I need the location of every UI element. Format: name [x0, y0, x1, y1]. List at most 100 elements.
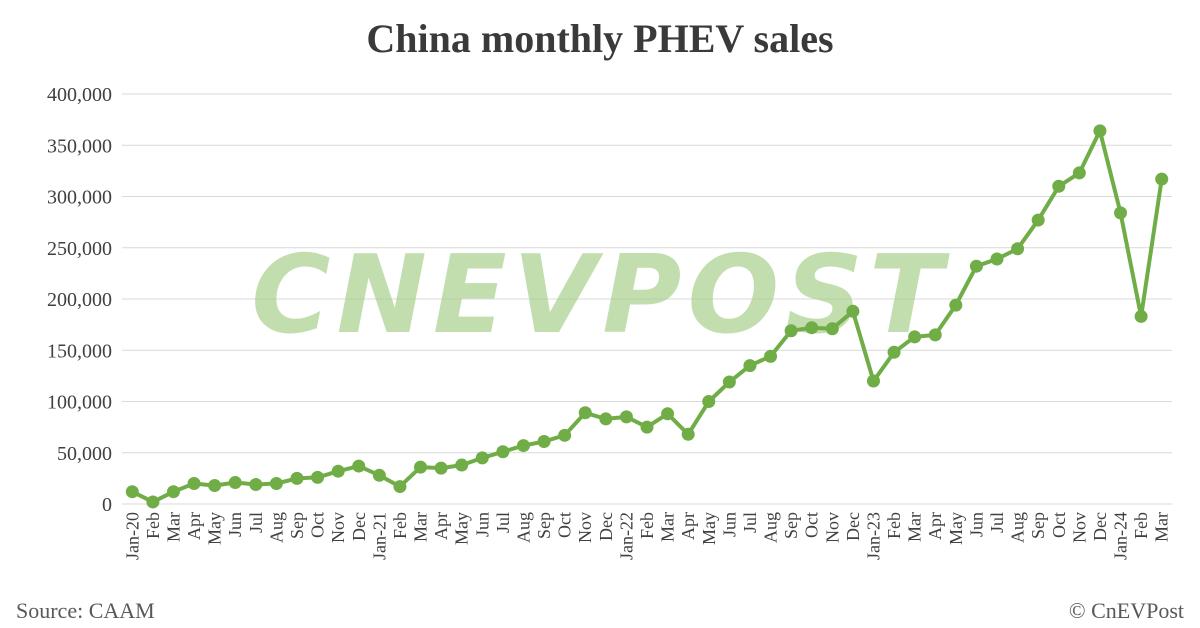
x-tick-label: Mar	[411, 512, 431, 542]
data-point	[969, 259, 983, 273]
y-tick-label: 100,000	[47, 392, 112, 414]
data-point	[908, 330, 922, 344]
gridlines	[122, 93, 1172, 505]
y-tick-label: 0	[102, 494, 112, 516]
data-point	[1072, 166, 1086, 180]
x-tick-label: Mar	[905, 512, 925, 542]
x-tick-label: Mar	[163, 512, 183, 542]
x-tick-label: Nov	[1069, 512, 1089, 543]
watermark-logo: CNEVPOST	[251, 233, 950, 358]
x-tick-label: Oct	[308, 512, 328, 538]
x-tick-label: Jun	[719, 512, 739, 537]
data-point	[393, 480, 407, 494]
x-tick-label: Feb	[390, 512, 410, 539]
data-point	[619, 410, 633, 424]
series-phev-sales	[125, 124, 1169, 509]
data-point	[640, 420, 654, 434]
data-point	[1134, 309, 1148, 323]
x-tick-label: Jan-24	[1111, 512, 1131, 560]
data-point	[455, 458, 469, 472]
x-tick-label: May	[946, 512, 966, 545]
x-tick-label: May	[205, 512, 225, 545]
x-tick-label: Jan-23	[863, 512, 883, 560]
x-tick-label: Sep	[781, 512, 801, 539]
data-point	[825, 322, 839, 336]
data-point	[702, 395, 716, 408]
copyright-note: © CnEVPost	[1069, 598, 1184, 623]
chart-title: China monthly PHEV sales	[366, 16, 833, 61]
x-tick-label: Mar	[658, 512, 678, 542]
x-tick-label: May	[699, 512, 719, 545]
x-tick-label: Jun	[472, 512, 492, 537]
data-point	[414, 460, 428, 474]
data-point	[928, 328, 942, 342]
data-point	[352, 459, 366, 473]
x-tick-label: Apr	[184, 512, 204, 540]
x-tick-label: Nov	[822, 512, 842, 543]
x-tick-label: Sep	[534, 512, 554, 539]
data-point	[290, 471, 304, 485]
data-point	[249, 478, 263, 492]
x-tick-label: Jun	[225, 512, 245, 537]
data-point	[743, 359, 757, 373]
data-point	[1031, 213, 1045, 227]
data-point	[269, 477, 283, 490]
data-point	[166, 485, 180, 499]
data-point	[228, 475, 242, 489]
x-tick-label: Nov	[328, 512, 348, 543]
data-point	[516, 439, 530, 453]
x-tick-label: Feb	[637, 512, 657, 539]
x-tick-label: Jul	[493, 512, 513, 533]
x-tick-label: Dec	[596, 512, 616, 541]
data-point	[661, 407, 675, 421]
x-tick-label: Oct	[802, 512, 822, 538]
x-tick-label: Feb	[884, 512, 904, 539]
x-tick-label: Jan-22	[616, 512, 636, 560]
y-axis-ticks: 0 50,000 100,000 150,000 200,000 250,000 300,0…	[47, 84, 112, 516]
data-point	[764, 349, 778, 363]
x-tick-label: Dec	[1090, 512, 1110, 541]
x-tick-label: Jan-21	[369, 512, 389, 560]
x-tick-label: Oct	[1049, 512, 1069, 538]
data-point	[434, 461, 448, 475]
data-point	[1114, 206, 1128, 220]
data-point	[331, 464, 345, 478]
data-point	[887, 345, 901, 359]
x-tick-label: Jul	[987, 512, 1007, 533]
x-tick-label: May	[452, 512, 472, 545]
x-tick-label: Aug	[266, 512, 286, 543]
data-point	[311, 470, 325, 484]
x-axis-ticks: Jan-20 Feb Mar Apr May Jun Jul Aug Sep Oct Nov Dec J…	[122, 512, 1171, 560]
data-point	[681, 427, 695, 441]
x-tick-label: Oct	[555, 512, 575, 538]
data-point	[805, 321, 819, 335]
source-note: Source: CAAM	[16, 598, 155, 623]
x-tick-label: Sep	[1028, 512, 1048, 539]
data-point	[208, 479, 222, 493]
x-tick-label: Jul	[740, 512, 760, 533]
x-tick-label: Nov	[575, 512, 595, 543]
x-tick-label: Dec	[843, 512, 863, 541]
x-tick-label: Aug	[761, 512, 781, 543]
data-point	[537, 434, 551, 448]
x-tick-label: Mar	[1152, 512, 1172, 542]
x-tick-label: Apr	[431, 512, 451, 540]
data-point	[125, 485, 139, 499]
x-tick-label: Apr	[678, 512, 698, 540]
data-point	[146, 495, 160, 509]
data-point	[1093, 124, 1107, 138]
data-point	[558, 428, 572, 442]
x-tick-label: Apr	[925, 512, 945, 540]
y-tick-label: 350,000	[47, 135, 112, 157]
data-point	[599, 412, 613, 426]
y-tick-label: 150,000	[47, 340, 112, 362]
x-tick-label: Sep	[287, 512, 307, 539]
x-tick-label: Jul	[246, 512, 266, 533]
x-tick-label: Dec	[349, 512, 369, 541]
data-point	[1155, 172, 1169, 186]
y-tick-label: 300,000	[47, 187, 112, 209]
data-point	[1011, 242, 1025, 256]
x-tick-label: Jan-20	[122, 512, 142, 560]
data-point	[578, 406, 592, 420]
